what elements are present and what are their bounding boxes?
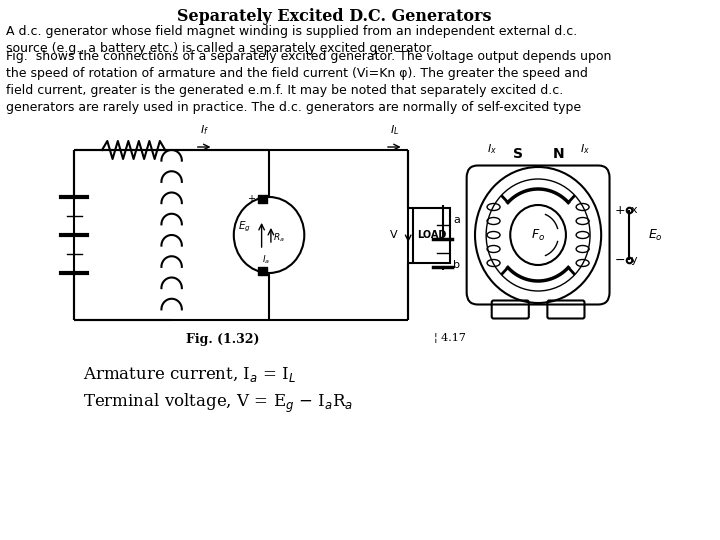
Text: Armature current, I$_a$ = I$_L$: Armature current, I$_a$ = I$_L$ xyxy=(84,365,297,384)
Text: $F_o$: $F_o$ xyxy=(531,227,545,242)
Text: A d.c. generator whose field magnet winding is supplied from an independent exte: A d.c. generator whose field magnet wind… xyxy=(6,25,577,55)
Text: N: N xyxy=(553,147,564,161)
Text: −: − xyxy=(614,253,625,267)
Text: $I_a$: $I_a$ xyxy=(262,253,270,266)
Text: +: + xyxy=(614,204,625,217)
Bar xyxy=(413,207,450,262)
Text: $E_g$: $E_g$ xyxy=(238,220,251,234)
Text: ¦ 4.17: ¦ 4.17 xyxy=(434,333,466,343)
Text: +: + xyxy=(247,194,255,204)
Text: $I_x$: $I_x$ xyxy=(487,142,497,156)
Text: Fig.  shows the connections of a separately excited generator. The voltage outpu: Fig. shows the connections of a separate… xyxy=(6,50,611,114)
Text: x: x xyxy=(630,205,637,215)
Text: Separately Excited D.C. Generators: Separately Excited D.C. Generators xyxy=(176,8,491,25)
Text: S: S xyxy=(513,147,523,161)
Text: a: a xyxy=(453,215,460,225)
Text: $I_L$: $I_L$ xyxy=(390,123,399,137)
Text: LOAD: LOAD xyxy=(417,230,446,240)
Text: $I_f$: $I_f$ xyxy=(199,123,209,137)
Text: Terminal voltage, V = E$_g$ − I$_a$R$_a$: Terminal voltage, V = E$_g$ − I$_a$R$_a$ xyxy=(84,392,354,415)
Text: V: V xyxy=(390,230,397,240)
Text: y: y xyxy=(630,255,637,265)
Text: $R_a$: $R_a$ xyxy=(273,232,284,244)
Text: Fig. (1.32): Fig. (1.32) xyxy=(186,333,259,346)
Text: $E_o$: $E_o$ xyxy=(647,227,662,242)
Text: $I_x$: $I_x$ xyxy=(580,142,590,156)
Text: b: b xyxy=(453,260,460,270)
